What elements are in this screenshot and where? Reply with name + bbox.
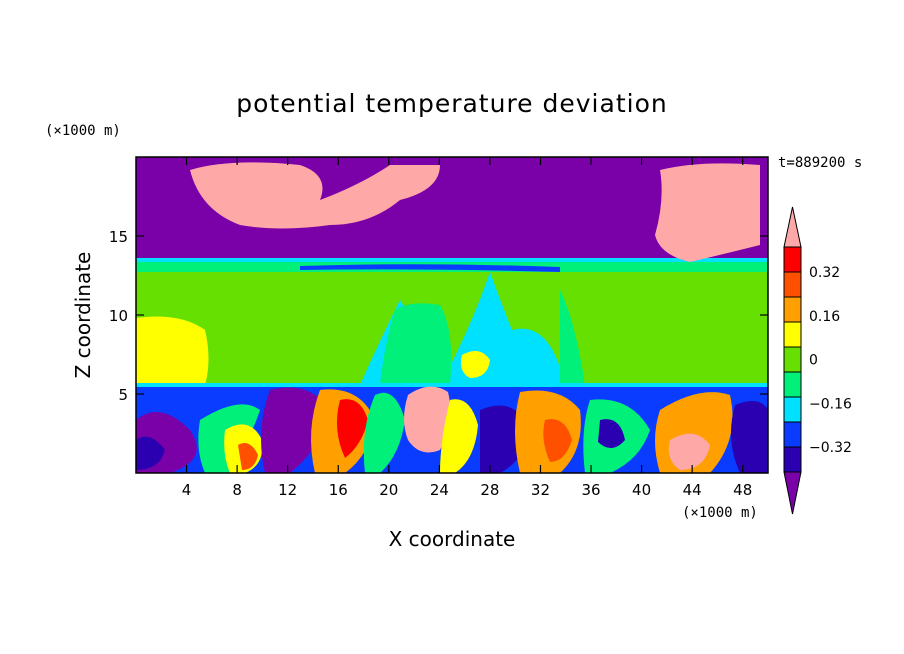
colorbar-label: 0.16 [809,309,840,325]
y-tick-label: 15 [109,228,128,246]
x-tick-label: 36 [581,481,600,499]
x-tick-label: 4 [182,481,192,499]
colorbar-bin [783,346,802,373]
colorbar-bin [783,371,802,398]
colorbar-bin [783,246,802,273]
x-tick-label: 32 [531,481,550,499]
x-tick-label: 12 [278,481,297,499]
colorbar-over [783,206,802,248]
y-unit-label: (×1000 m) [45,123,121,139]
x-tick-label: 20 [379,481,398,499]
colorbar-label: 0.32 [809,265,840,281]
colorbar-bin [783,296,802,323]
warm-anomaly [404,386,451,453]
colorbar-bin [783,321,802,348]
y-axis-label: Z coordinate [71,252,95,379]
colorbar-label: −0.16 [809,396,852,412]
x-tick-label: 40 [632,481,651,499]
colorbar: 0.32 0.16 0 −0.16 −0.32 [783,206,852,515]
x-tick-label: 16 [329,481,348,499]
y-tick-label: 5 [118,386,128,404]
upper-warm-patch-left [190,162,440,229]
y-tick-label: 10 [109,307,128,325]
x-axis: 4 8 12 16 20 24 28 32 36 40 44 48 [182,157,752,499]
x-tick-label: 8 [232,481,242,499]
x-tick-label: 24 [430,481,449,499]
colorbar-bin [783,271,802,298]
colorbar-bin [783,446,802,473]
colorbar-bin [783,421,802,448]
x-axis-label: X coordinate [389,527,516,551]
colorbar-under [783,471,802,515]
chart-title: potential temperature deviation [236,89,667,118]
upper-warm-patch-right [655,163,760,262]
x-unit-label: (×1000 m) [682,505,758,521]
x-tick-label: 28 [480,481,499,499]
x-tick-label: 44 [683,481,702,499]
colorbar-label: 0 [809,353,818,369]
colorbar-label: −0.32 [809,440,852,456]
x-tick-label: 48 [733,481,752,499]
y-axis: 5 10 15 [109,228,768,404]
colorbar-bin [783,396,802,423]
time-label: t=889200 s [778,155,862,171]
field [136,157,768,473]
